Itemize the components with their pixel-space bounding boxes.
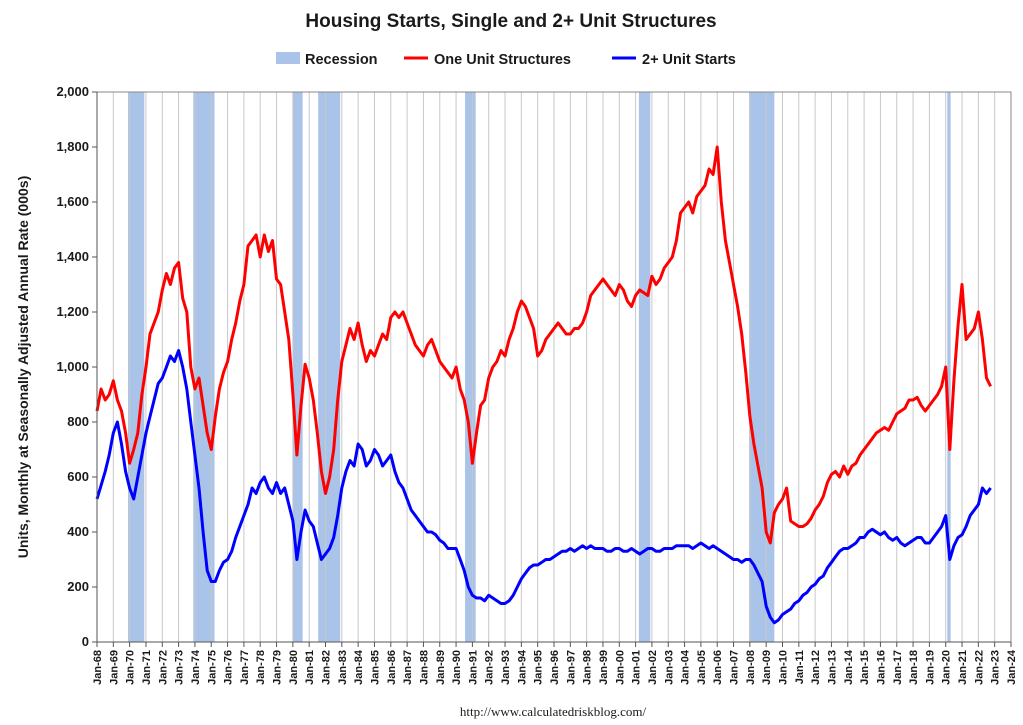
recession-band <box>638 92 651 642</box>
x-tick-label: Jan-94 <box>516 649 528 685</box>
legend: Recession One Unit Structures 2+ Unit St… <box>276 52 736 68</box>
x-tick-label: Jan-75 <box>206 650 218 685</box>
x-tick-label: Jan-68 <box>92 650 104 685</box>
recession-band <box>292 92 303 642</box>
x-tick-label: Jan-76 <box>223 650 235 685</box>
legend-label-recession: Recession <box>305 52 378 68</box>
x-tick-label: Jan-11 <box>794 650 806 684</box>
grid-lines <box>96 92 1012 642</box>
x-tick-label: Jan-08 <box>745 650 757 685</box>
x-tick-label: Jan-81 <box>304 650 316 685</box>
x-tick-label: Jan-70 <box>125 650 137 685</box>
x-tick-label: Jan-13 <box>827 650 839 685</box>
y-tick-label: 1,400 <box>56 249 89 264</box>
series-line-one-unit-structures <box>95 145 992 545</box>
y-tick-label: 200 <box>67 579 89 594</box>
x-tick-label: Jan-84 <box>353 649 365 685</box>
x-tick-label: Jan-71 <box>141 650 153 685</box>
x-tick-label: Jan-16 <box>875 650 887 685</box>
y-tick-label: 400 <box>67 524 89 539</box>
x-tick-label: Jan-04 <box>680 649 692 685</box>
recession-band <box>465 92 476 642</box>
legend-swatch-recession <box>276 52 300 64</box>
y-tick-label: 0 <box>82 634 89 649</box>
recession-bands <box>128 92 951 642</box>
recession-band <box>749 92 775 642</box>
chart-title: Housing Starts, Single and 2+ Unit Struc… <box>305 11 716 32</box>
x-tick-label: Jan-14 <box>843 649 855 685</box>
axes: 0 200 400 600 800 1,000 1,200 1,400 1,600 1,800 2,… <box>56 84 1018 685</box>
x-tick-label: Jan-21 <box>957 650 969 685</box>
x-tick-label: Jan-15 <box>859 650 871 685</box>
x-tick-label: Jan-02 <box>647 650 659 685</box>
x-tick-label: Jan-12 <box>810 650 822 685</box>
source-url: http://www.calculatedriskblog.com/ <box>460 704 647 719</box>
x-tick-label: Jan-06 <box>712 650 724 685</box>
x-tick-label: Jan-96 <box>549 650 561 685</box>
series-line-2-unit-starts <box>95 349 992 625</box>
legend-label-multi-unit: 2+ Unit Starts <box>642 52 736 68</box>
x-tick-label: Jan-07 <box>729 650 741 685</box>
x-tick-label: Jan-97 <box>565 650 577 685</box>
y-tick-label: 1,200 <box>56 304 89 319</box>
y-tick-label: 800 <box>67 414 89 429</box>
recession-band <box>128 92 145 642</box>
x-tick-label: Jan-23 <box>990 650 1002 685</box>
recession-band <box>193 92 215 642</box>
x-tick-label: Jan-79 <box>272 650 284 685</box>
x-tick-label: Jan-78 <box>255 650 267 685</box>
plot-area: 0 200 400 600 800 1,000 1,200 1,400 1,600 1,800 2,… <box>56 84 1018 685</box>
x-tick-label: Jan-22 <box>973 650 985 685</box>
x-tick-label: Jan-18 <box>908 650 920 685</box>
x-tick-label: Jan-99 <box>598 650 610 685</box>
recession-band <box>318 92 341 642</box>
x-tick-label: Jan-98 <box>582 650 594 685</box>
x-tick-label: Jan-69 <box>108 650 120 685</box>
x-tick-label: Jan-72 <box>157 650 169 685</box>
x-tick-label: Jan-77 <box>239 650 251 685</box>
x-tick-label: Jan-89 <box>435 650 447 685</box>
x-tick-label: Jan-87 <box>402 650 414 685</box>
x-tick-label: Jan-92 <box>484 650 496 685</box>
x-tick-label: Jan-90 <box>451 650 463 685</box>
y-axis-label: Units, Monthly at Seasonally Adjusted An… <box>15 176 31 558</box>
x-tick-label: Jan-85 <box>370 650 382 685</box>
x-tick-label: Jan-73 <box>174 650 186 685</box>
x-tick-label: Jan-00 <box>614 650 626 685</box>
x-tick-label: Jan-05 <box>696 650 708 685</box>
x-tick-label: Jan-88 <box>418 650 430 685</box>
x-tick-label: Jan-19 <box>924 650 936 685</box>
x-tick-label: Jan-01 <box>631 650 643 685</box>
y-tick-label: 1,600 <box>56 194 89 209</box>
x-tick-label: Jan-17 <box>892 650 904 685</box>
x-tick-label: Jan-82 <box>321 650 333 685</box>
x-tick-label: Jan-09 <box>761 650 773 685</box>
x-tick-label: Jan-24 <box>1006 649 1018 685</box>
x-tick-label: Jan-20 <box>941 650 953 685</box>
recession-band <box>947 92 951 642</box>
x-tick-label: Jan-83 <box>337 650 349 685</box>
x-tick-label: Jan-91 <box>467 650 479 685</box>
x-tick-label: Jan-95 <box>533 650 545 685</box>
series-lines <box>95 145 992 625</box>
x-tick-label: Jan-93 <box>500 650 512 685</box>
x-tick-label: Jan-03 <box>663 650 675 685</box>
x-tick-label: Jan-10 <box>778 650 790 685</box>
y-tick-label: 2,000 <box>56 84 89 99</box>
x-tick-label: Jan-86 <box>386 650 398 685</box>
y-tick-label: 1,800 <box>56 139 89 154</box>
x-tick-label: Jan-80 <box>288 650 300 685</box>
legend-label-one-unit: One Unit Structures <box>434 52 571 68</box>
x-tick-label: Jan-74 <box>190 649 202 685</box>
y-tick-label: 1,000 <box>56 359 89 374</box>
y-tick-label: 600 <box>67 469 89 484</box>
